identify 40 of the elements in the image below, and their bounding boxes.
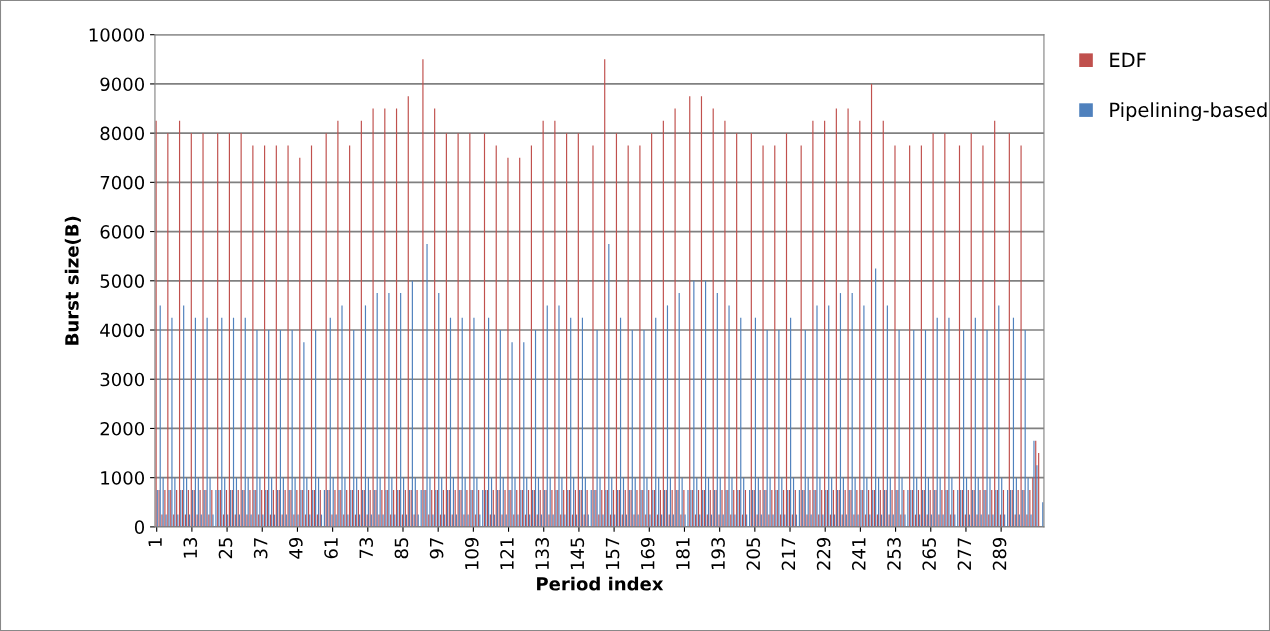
y-tick-label: 5000 <box>100 274 145 288</box>
x-tick-label: 1 <box>148 538 162 547</box>
x-tick-label: 97 <box>429 538 444 559</box>
x-tick-label: 253 <box>887 538 901 570</box>
x-tick-label: 49 <box>289 537 303 559</box>
x-axis-title: Period index <box>537 576 664 591</box>
x-tick-label: 37 <box>253 538 268 559</box>
x-tick-label: 133 <box>535 538 549 570</box>
x-tick-label: 241 <box>851 538 866 570</box>
y-tick-label: 1000 <box>101 471 145 485</box>
y-tick-label: 7000 <box>100 175 145 190</box>
x-tick-label: 205 <box>746 538 761 570</box>
x-tick-label: 13 <box>183 538 198 558</box>
y-tick-label: 8000 <box>100 126 145 141</box>
x-tick-label: 121 <box>500 538 514 570</box>
y-tick-label: 4000 <box>100 323 145 338</box>
y-tick-label: 0 <box>134 520 145 534</box>
legend-label: Pipelining-based <box>1110 102 1267 121</box>
y-tick-label: 2000 <box>100 421 145 436</box>
x-tick-label: 193 <box>711 538 725 570</box>
x-tick-label: 109 <box>464 537 479 570</box>
x-tick-label: 73 <box>359 538 374 559</box>
legend-label: EDF <box>1110 52 1146 67</box>
x-tick-label: 277 <box>957 538 971 570</box>
x-tick-label: 181 <box>676 538 690 570</box>
x-tick-label: 85 <box>394 538 409 559</box>
y-tick-label: 6000 <box>100 225 145 239</box>
x-tick-label: 265 <box>922 538 936 570</box>
y-tick-label: 9000 <box>100 77 145 92</box>
x-tick-label: 61 <box>324 538 338 559</box>
x-tick-label: 169 <box>640 537 655 570</box>
y-axis-title: Burst size(B) <box>64 216 81 345</box>
x-tick-label: 25 <box>218 538 233 559</box>
x-tick-label: 289 <box>992 537 1007 570</box>
x-tick-label: 217 <box>781 538 796 570</box>
x-tick-label: 145 <box>570 538 585 570</box>
y-tick-label: 3000 <box>100 372 145 387</box>
x-tick-label: 157 <box>605 538 620 570</box>
y-tick-label: 10000 <box>89 28 145 42</box>
x-tick-label: 229 <box>816 537 831 570</box>
